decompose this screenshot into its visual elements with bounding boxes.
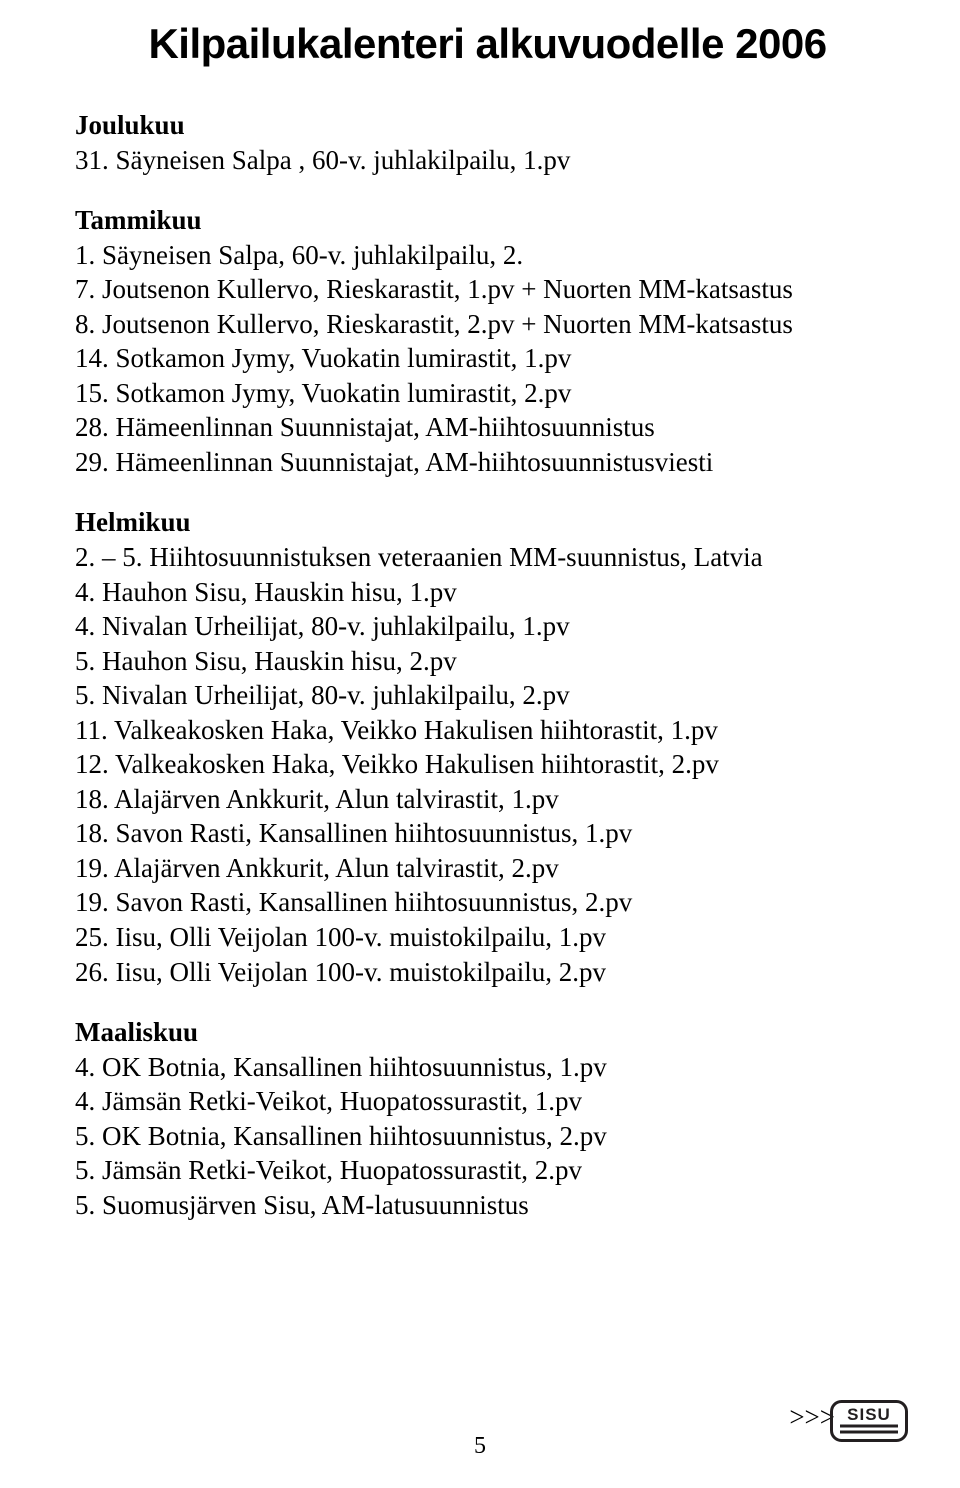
event-line: 12. Valkeakosken Haka, Veikko Hakulisen … (75, 747, 900, 782)
heading-joulukuu: Joulukuu (75, 108, 900, 143)
event-line: 4. Jämsän Retki-Veikot, Huopatossurastit… (75, 1084, 900, 1119)
event-line: 5. OK Botnia, Kansallinen hiihtosuunnist… (75, 1119, 900, 1154)
event-line: 5. Nivalan Urheilijat, 80-v. juhlakilpai… (75, 678, 900, 713)
sisu-logo: SISU (830, 1400, 908, 1442)
event-line: 14. Sotkamon Jymy, Vuokatin lumirastit, … (75, 341, 900, 376)
event-line: 25. Iisu, Olli Veijolan 100-v. muistokil… (75, 920, 900, 955)
event-line: 18. Alajärven Ankkurit, Alun talvirastit… (75, 782, 900, 817)
page-content: Kilpailukalenteri alkuvuodelle 2006 Joul… (0, 0, 960, 1222)
event-line: 19. Alajärven Ankkurit, Alun talvirastit… (75, 851, 900, 886)
event-line: 26. Iisu, Olli Veijolan 100-v. muistokil… (75, 955, 900, 990)
event-line: 18. Savon Rasti, Kansallinen hiihtosuunn… (75, 816, 900, 851)
event-line: 4. Nivalan Urheilijat, 80-v. juhlakilpai… (75, 609, 900, 644)
section-maaliskuu: Maaliskuu 4. OK Botnia, Kansallinen hiih… (75, 1015, 900, 1222)
heading-maaliskuu: Maaliskuu (75, 1015, 900, 1050)
continue-marker: >>> (789, 1402, 835, 1433)
page-number: 5 (0, 1433, 960, 1460)
heading-helmikuu: Helmikuu (75, 505, 900, 540)
event-line: 11. Valkeakosken Haka, Veikko Hakulisen … (75, 713, 900, 748)
section-helmikuu: Helmikuu 2. – 5. Hiihtosuunnistuksen vet… (75, 505, 900, 989)
event-line: 31. Säyneisen Salpa , 60-v. juhlakilpail… (75, 143, 900, 178)
event-line: 29. Hämeenlinnan Suunnistajat, AM-hiihto… (75, 445, 900, 480)
event-line: 7. Joutsenon Kullervo, Rieskarastit, 1.p… (75, 272, 900, 307)
event-line: 5. Jämsän Retki-Veikot, Huopatossurastit… (75, 1153, 900, 1188)
event-line: 5. Hauhon Sisu, Hauskin hisu, 2.pv (75, 644, 900, 679)
logo-text: SISU (847, 1405, 891, 1424)
heading-tammikuu: Tammikuu (75, 203, 900, 238)
event-line: 19. Savon Rasti, Kansallinen hiihtosuunn… (75, 885, 900, 920)
event-line: 4. Hauhon Sisu, Hauskin hisu, 1.pv (75, 575, 900, 610)
section-joulukuu: Joulukuu 31. Säyneisen Salpa , 60-v. juh… (75, 108, 900, 177)
event-line: 5. Suomusjärven Sisu, AM-latusuunnistus (75, 1188, 900, 1223)
event-line: 4. OK Botnia, Kansallinen hiihtosuunnist… (75, 1050, 900, 1085)
event-line: 15. Sotkamon Jymy, Vuokatin lumirastit, … (75, 376, 900, 411)
event-line: 2. – 5. Hiihtosuunnistuksen veteraanien … (75, 540, 900, 575)
event-line: 8. Joutsenon Kullervo, Rieskarastit, 2.p… (75, 307, 900, 342)
event-line: 28. Hämeenlinnan Suunnistajat, AM-hiihto… (75, 410, 900, 445)
section-tammikuu: Tammikuu 1. Säyneisen Salpa, 60-v. juhla… (75, 203, 900, 479)
page-footer: 5 SISU (0, 1433, 960, 1460)
event-line: 1. Säyneisen Salpa, 60-v. juhlakilpailu,… (75, 238, 900, 273)
page-title: Kilpailukalenteri alkuvuodelle 2006 (75, 20, 900, 68)
